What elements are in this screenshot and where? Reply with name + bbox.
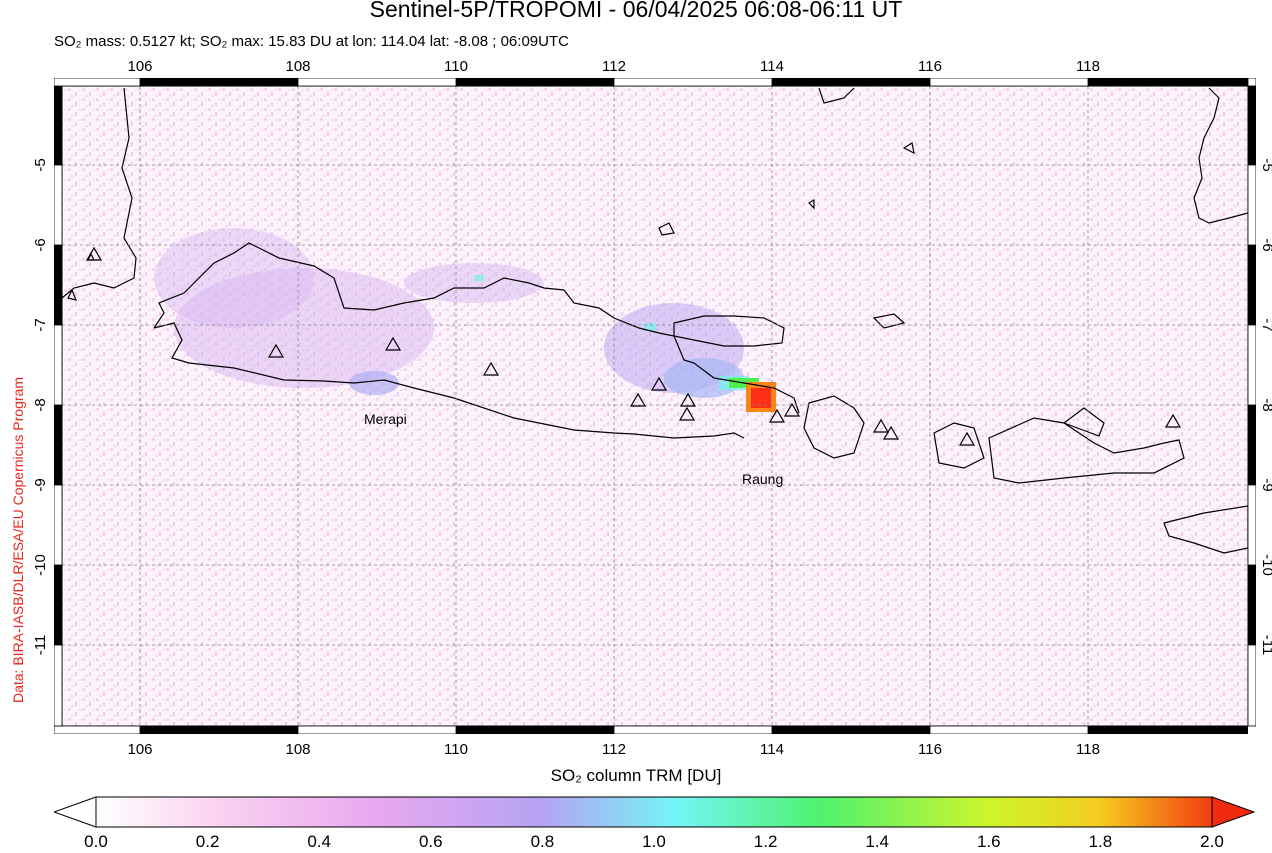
colorbar: [52, 795, 1256, 829]
volcano-icon: [629, 392, 647, 407]
colorbar-max-arrow: [1211, 796, 1256, 828]
colorbar-tick-label: 1.2: [753, 832, 778, 851]
lon-tick-label: 116: [918, 741, 942, 758]
volcano-icon: [882, 425, 900, 440]
colorbar-tick-label: 1.4: [865, 832, 889, 851]
volcano-icon: [267, 343, 285, 358]
lat-tick-label: -9: [1259, 478, 1272, 492]
lat-tick-label: -7: [1259, 318, 1272, 332]
lon-tick-label: 112: [602, 58, 626, 75]
lon-tick-label: 106: [127, 58, 153, 75]
lon-tick-label: 110: [444, 741, 468, 758]
colorbar-label: SO₂ column TRM [DU]: [550, 766, 722, 785]
volcano-icon: [678, 406, 696, 421]
merapi-label: Merapi: [364, 411, 407, 427]
lat-tick-label: -6: [1259, 238, 1272, 252]
colorbar-tick-label: 1.8: [1088, 832, 1113, 851]
volcano-icon: [783, 402, 801, 417]
volcano-icon: [768, 408, 786, 423]
map-panel[interactable]: Merapi Raung: [54, 78, 1256, 734]
colorbar-tick-label: 1.0: [642, 832, 666, 851]
volcano-icon: [1164, 413, 1182, 428]
colorbar-tick-label: 0.0: [84, 832, 108, 851]
lat-tick-label: -11: [32, 634, 49, 656]
lon-tick-label: 112: [602, 741, 626, 758]
map-svg: Merapi Raung: [54, 78, 1256, 734]
lat-tick-label: -10: [32, 554, 49, 576]
so2-plume: [154, 228, 776, 412]
lat-tick-label: -11: [1259, 634, 1272, 656]
volcano-icon: [650, 376, 668, 391]
volcano-icon: [482, 361, 500, 376]
data-credit: Data: BIRA-IASB/DLR/ESA/EU Copernicus Pr…: [10, 377, 26, 704]
lat-tick-label: -8: [32, 398, 49, 412]
lat-tick-label: -7: [32, 318, 49, 332]
colorbar-tick-label: 1.6: [976, 832, 1001, 851]
lon-tick-label: 114: [760, 58, 784, 75]
frame-bars: [54, 78, 1256, 734]
graticule: [62, 86, 1248, 726]
colorbar-tick-label: 0.4: [307, 832, 331, 851]
lon-tick-label: 118: [1076, 58, 1100, 75]
lon-tick-label: 108: [285, 741, 311, 758]
lat-tick-label: -10: [1259, 554, 1272, 576]
lat-tick-label: -5: [1259, 158, 1272, 172]
volcano-icon: [958, 431, 976, 446]
lat-tick-label: -8: [1259, 398, 1272, 412]
volcano-icon: [872, 418, 890, 433]
lon-tick-label: 110: [444, 58, 468, 75]
lon-tick-label: 106: [127, 741, 153, 758]
colorbar-min-arrow: [52, 796, 97, 828]
volcano-icon: [384, 336, 402, 351]
lat-tick-label: -6: [32, 238, 49, 252]
colorbar-tick-label: 2.0: [1200, 832, 1224, 851]
chart-title: Sentinel-5P/TROPOMI - 06/04/2025 06:08-0…: [369, 0, 903, 22]
colorbar-tick-label: 0.8: [530, 832, 555, 851]
colorbar-tick-label: 0.6: [418, 832, 443, 851]
lat-tick-label: -9: [32, 478, 49, 492]
so2-summary: SO₂ mass: 0.5127 kt; SO₂ max: 15.83 DU a…: [54, 33, 569, 50]
map-background: [62, 86, 1248, 726]
lon-tick-label: 108: [285, 58, 311, 75]
lon-tick-label: 116: [918, 58, 942, 75]
colorbar-tick-label: 0.2: [195, 832, 220, 851]
lat-tick-label: -5: [32, 158, 49, 172]
lon-tick-label: 114: [760, 741, 784, 758]
volcano-icon: [679, 392, 697, 407]
volcano-icon: [85, 246, 103, 261]
lon-tick-label: 118: [1076, 741, 1100, 758]
coastlines: [61, 87, 1249, 554]
raung-label: Raung: [742, 471, 783, 487]
volcano-markers: [85, 246, 1182, 446]
